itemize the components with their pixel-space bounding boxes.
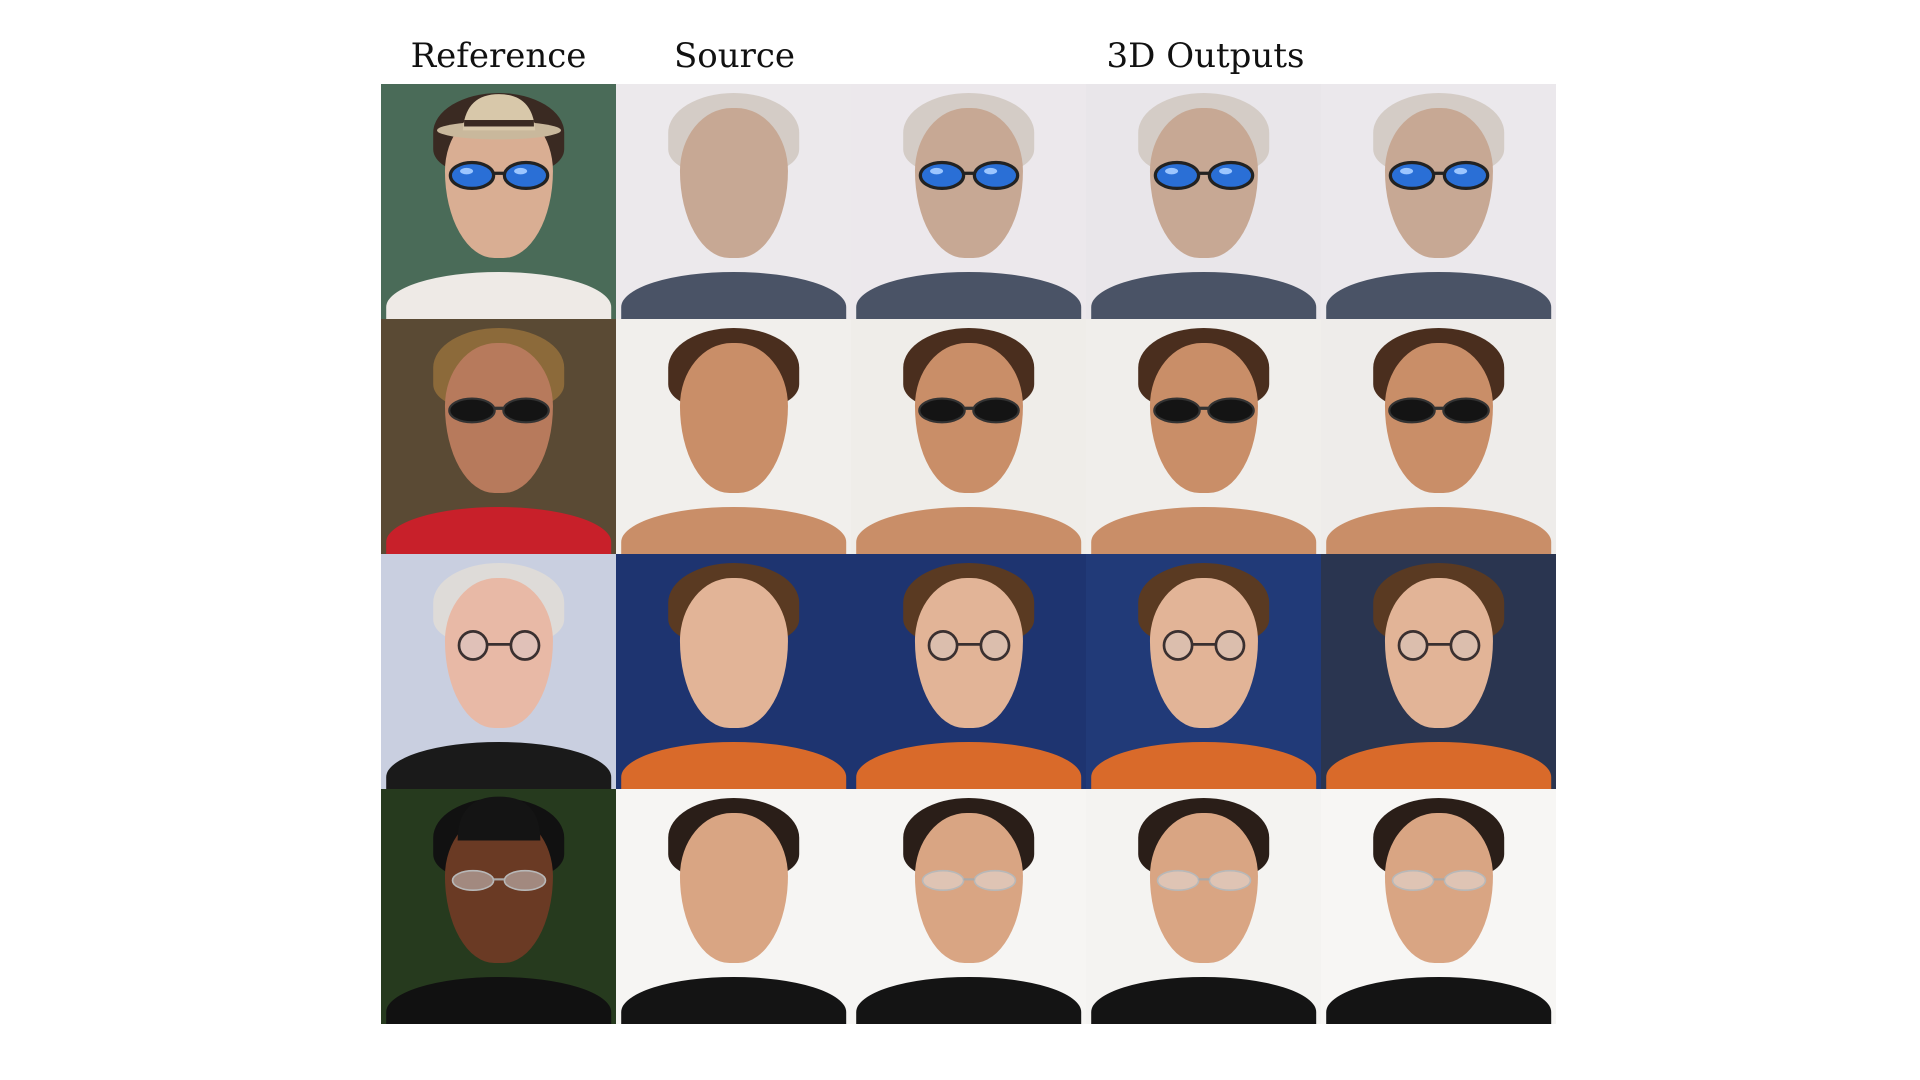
face bbox=[1149, 812, 1258, 963]
shoulders bbox=[385, 977, 612, 1024]
reference-image bbox=[381, 554, 616, 789]
shoulders bbox=[385, 742, 612, 789]
image-grid bbox=[381, 84, 1557, 1024]
shoulders bbox=[385, 507, 612, 554]
shoulders bbox=[855, 272, 1082, 319]
round-clear-glasses-icon bbox=[1149, 629, 1257, 662]
dark-sunglasses-icon bbox=[914, 394, 1022, 427]
shoulders bbox=[1090, 977, 1317, 1024]
output-image bbox=[1321, 319, 1556, 554]
shoulders bbox=[1090, 507, 1317, 554]
shoulders bbox=[1325, 742, 1552, 789]
reference-image bbox=[381, 84, 616, 319]
hat-icon bbox=[416, 89, 581, 141]
shoulders bbox=[855, 977, 1082, 1024]
shoulders bbox=[855, 742, 1082, 789]
shoulders bbox=[1090, 742, 1317, 789]
dark-sunglasses-icon bbox=[1149, 394, 1257, 427]
face bbox=[679, 577, 788, 728]
source-column-header: Source bbox=[673, 36, 796, 76]
rimless-glasses-icon bbox=[1384, 864, 1492, 897]
output-image bbox=[1321, 789, 1556, 1024]
round-clear-glasses-icon bbox=[914, 629, 1022, 662]
outputs-column-header: 3D Outputs bbox=[1106, 36, 1305, 76]
shoulders bbox=[1325, 272, 1552, 319]
blue-mirror-sunglasses-icon bbox=[1384, 159, 1492, 192]
dark-sunglasses-icon bbox=[1384, 394, 1492, 427]
face bbox=[679, 342, 788, 493]
shoulders bbox=[385, 272, 612, 319]
reference-image bbox=[381, 319, 616, 554]
output-image bbox=[1086, 84, 1321, 319]
shoulders bbox=[620, 272, 847, 319]
shoulders bbox=[620, 507, 847, 554]
output-image bbox=[851, 789, 1086, 1024]
output-image bbox=[1086, 554, 1321, 789]
output-image bbox=[1086, 319, 1321, 554]
face bbox=[1384, 812, 1493, 963]
output-image bbox=[1321, 84, 1556, 319]
output-image bbox=[851, 554, 1086, 789]
blue-mirror-sunglasses-icon bbox=[1149, 159, 1257, 192]
face bbox=[444, 577, 553, 728]
blue-mirror-sunglasses-icon bbox=[444, 159, 552, 192]
shoulders bbox=[620, 742, 847, 789]
output-image bbox=[1321, 554, 1556, 789]
reference-column-header: Reference bbox=[410, 36, 587, 76]
shoulders bbox=[620, 977, 847, 1024]
source-image bbox=[616, 554, 851, 789]
source-image bbox=[616, 319, 851, 554]
shoulders bbox=[1325, 977, 1552, 1024]
round-clear-glasses-icon bbox=[444, 629, 552, 662]
rimless-glasses-icon bbox=[444, 864, 552, 897]
face bbox=[1149, 577, 1258, 728]
rimless-glasses-icon bbox=[914, 864, 1022, 897]
output-image bbox=[1086, 789, 1321, 1024]
face bbox=[914, 812, 1023, 963]
shoulders bbox=[855, 507, 1082, 554]
source-image bbox=[616, 84, 851, 319]
source-image bbox=[616, 789, 851, 1024]
shoulders bbox=[1090, 272, 1317, 319]
face bbox=[679, 107, 788, 258]
face bbox=[679, 812, 788, 963]
output-image bbox=[851, 84, 1086, 319]
beanie-icon bbox=[416, 794, 581, 846]
shoulders bbox=[1325, 507, 1552, 554]
reference-image bbox=[381, 789, 616, 1024]
face bbox=[914, 577, 1023, 728]
rimless-glasses-icon bbox=[1149, 864, 1257, 897]
round-clear-glasses-icon bbox=[1384, 629, 1492, 662]
dark-sunglasses-icon bbox=[444, 394, 552, 427]
blue-mirror-sunglasses-icon bbox=[914, 159, 1022, 192]
face bbox=[1384, 577, 1493, 728]
output-image bbox=[851, 319, 1086, 554]
